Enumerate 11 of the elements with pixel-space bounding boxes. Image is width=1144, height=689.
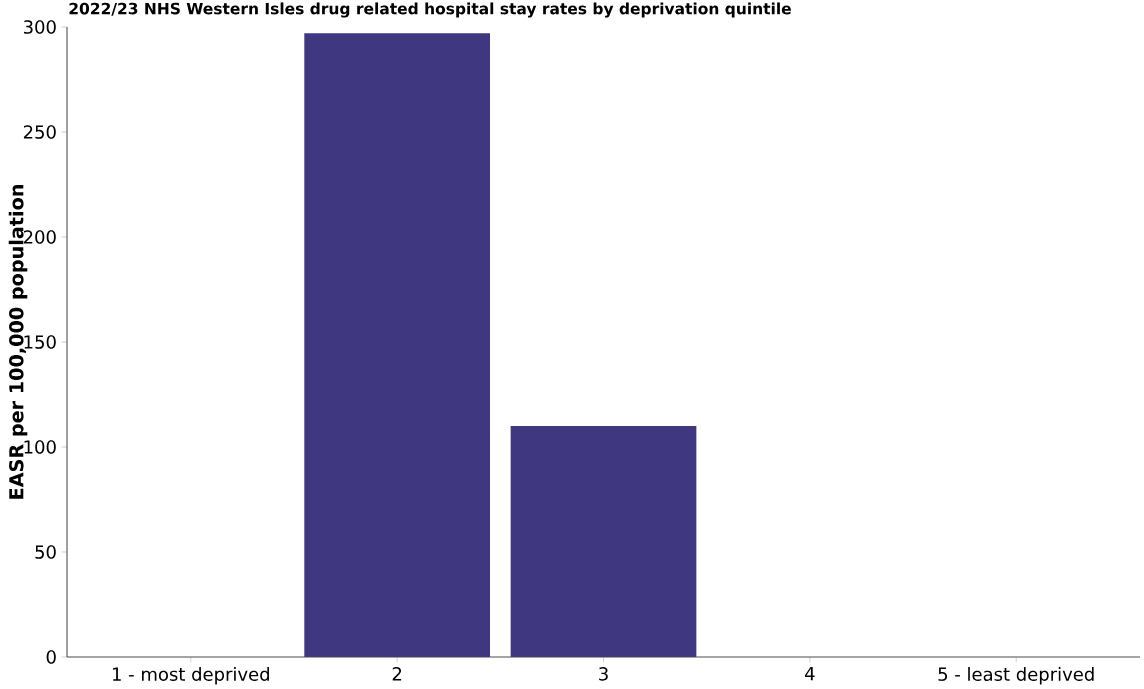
chart-title: 2022/23 NHS Western Isles drug related hospital stay rates by deprivation quintile — [69, 2, 791, 18]
y-tick-label: 150 — [24, 335, 56, 349]
x-tick-label: 3 — [599, 667, 608, 681]
y-tick-label: 300 — [23, 20, 56, 34]
y-tick-label: 50 — [35, 545, 56, 559]
y-tick-label: 0 — [46, 650, 56, 664]
x-tick-label: 5 - least deprived — [938, 667, 1094, 685]
x-tick-label: 4 — [805, 667, 815, 681]
x-tick-label: 1 - most deprived — [113, 667, 269, 685]
x-tick-label: 2 — [392, 667, 402, 681]
y-tick-label: 250 — [23, 125, 56, 139]
